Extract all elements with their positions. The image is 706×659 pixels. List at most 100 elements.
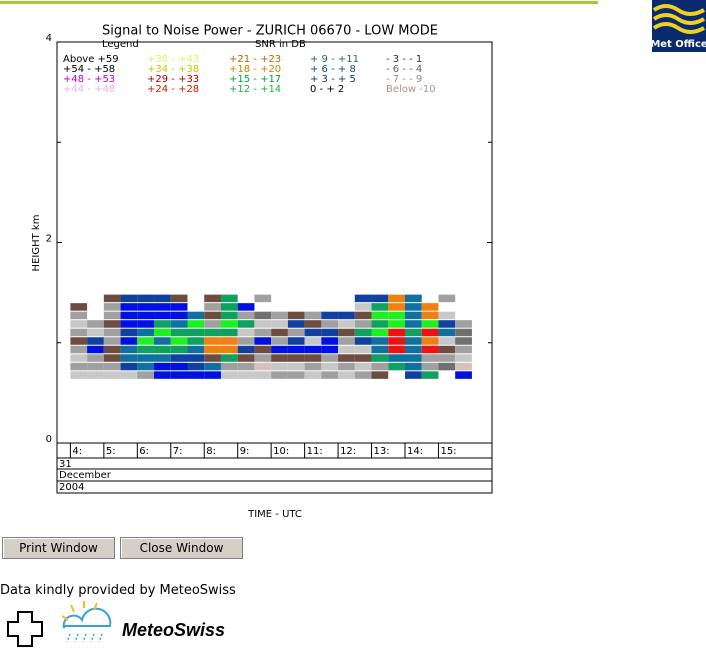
snr-cell (237, 345, 255, 354)
snr-cell (70, 320, 88, 328)
snr-cell (321, 337, 339, 345)
x-tick-label: 8: (206, 446, 216, 457)
legend-entry: +18 - +20 (229, 64, 281, 75)
snr-cell (405, 303, 422, 311)
snr-cell (455, 328, 472, 337)
snr-cell (187, 311, 205, 320)
print-button[interactable]: Print Window (2, 537, 115, 559)
snr-cell (287, 311, 305, 320)
snr-cell (220, 320, 238, 328)
snr-cell (421, 328, 439, 337)
snr-cell (371, 294, 389, 303)
snr-cell (455, 371, 472, 379)
snr-cell (154, 371, 171, 379)
snr-cell (321, 345, 339, 354)
snr-cell (321, 311, 339, 320)
snr-cell (70, 345, 88, 354)
snr-cell (338, 320, 355, 328)
snr-cell (87, 371, 104, 379)
legend-entry: +29 - +33 (147, 74, 199, 85)
snr-cell (220, 337, 238, 345)
snr-cell (388, 320, 405, 328)
snr-cell (70, 371, 88, 379)
snr-cell (154, 320, 171, 328)
snr-cell (338, 345, 355, 354)
snr-cell (354, 362, 372, 371)
snr-cell (338, 311, 355, 320)
snr-cell (455, 320, 472, 328)
snr-cell (70, 337, 88, 345)
snr-cell (204, 337, 221, 345)
snr-cell (254, 294, 272, 303)
snr-cell (204, 354, 221, 362)
snr-cell (271, 362, 288, 371)
legend-entry: + 3 - + 5 (310, 74, 356, 85)
legend-entry: +44 - +48 (63, 84, 115, 95)
snr-cell (405, 311, 422, 320)
x-tick-label: 7: (173, 446, 183, 457)
legend-entry: 0 - + 2 (310, 84, 344, 95)
x-tick-label: 13: (374, 446, 390, 457)
snr-cell (170, 320, 188, 328)
snr-cell (204, 371, 221, 379)
snr-cell (204, 294, 221, 303)
snr-cell (137, 328, 155, 337)
legend-entry: +21 - +23 (229, 54, 281, 65)
snr-cell (338, 362, 355, 371)
snr-cell (70, 311, 88, 320)
snr-cell (220, 311, 238, 320)
snr-cell (287, 362, 305, 371)
snr-cell (371, 345, 389, 354)
snr-cell (120, 294, 138, 303)
snr-cell (87, 337, 104, 345)
snr-cell (170, 311, 188, 320)
snr-cell (103, 354, 121, 362)
snr-cell (304, 320, 322, 328)
legend-entry: +34 - +38 (147, 64, 199, 75)
snr-cell (405, 337, 422, 345)
snr-cell (220, 362, 238, 371)
snr-cell (271, 311, 288, 320)
snr-cell (338, 371, 355, 379)
snr-cell (438, 362, 456, 371)
snr-cell (137, 337, 155, 345)
snr-cell (154, 303, 171, 311)
snr-cell (204, 303, 221, 311)
snr-cell (287, 320, 305, 328)
snr-cell (287, 337, 305, 345)
snr-cell (455, 345, 472, 354)
snr-cell (120, 362, 138, 371)
close-button[interactable]: Close Window (120, 537, 243, 559)
snr-cell (421, 337, 439, 345)
snr-cell (237, 303, 255, 311)
snr-cell (237, 371, 255, 379)
snr-cell (304, 362, 322, 371)
snr-cell (421, 311, 439, 320)
snr-cell (321, 320, 339, 328)
snr-cell (220, 294, 238, 303)
snr-cell (438, 337, 456, 345)
snr-cell (187, 362, 205, 371)
legend-entry: +54 - +58 (63, 64, 115, 75)
snr-cell (103, 303, 121, 311)
snr-cell (354, 320, 372, 328)
snr-cell (287, 345, 305, 354)
snr-cell (321, 354, 339, 362)
x-tick-label: 6: (139, 446, 149, 457)
x-axis-label: TIME - UTC (247, 509, 302, 520)
snr-cell (120, 311, 138, 320)
snr-cell (137, 320, 155, 328)
snr-cell (170, 362, 188, 371)
y-tick-label: 2 (46, 234, 52, 245)
x-tick-label: 4: (72, 446, 82, 457)
snr-cell (271, 371, 288, 379)
snr-cell (154, 311, 171, 320)
legend-entry: +15 - +17 (229, 74, 281, 85)
snr-cell (338, 328, 355, 337)
x-tick-label: 12: (340, 446, 356, 457)
snr-cell (204, 362, 221, 371)
snr-cell (388, 294, 405, 303)
x-tick-label: 14: (407, 446, 423, 457)
